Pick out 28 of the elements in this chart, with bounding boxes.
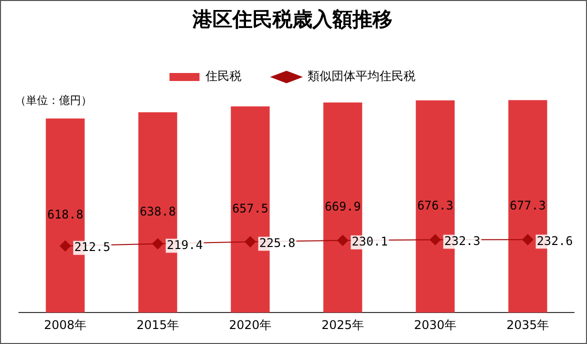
data-label: 669.9: [324, 200, 361, 214]
data-label: 618.8: [47, 208, 84, 222]
point: [60, 240, 71, 252]
legend-label: 住民税: [204, 69, 242, 84]
x-tick-label: 2020年: [228, 318, 272, 332]
data-label: 219.4: [166, 238, 203, 252]
data-label: 212.5: [74, 240, 110, 254]
data-label: 677.3: [510, 198, 546, 212]
data-label: 232.6: [536, 234, 573, 248]
legend-label: 類似団体平均住民税: [308, 69, 416, 84]
x-tick-label: 2025年: [321, 318, 364, 332]
x-tick-label: 2030年: [414, 318, 457, 332]
x-tick-label: 2015年: [136, 318, 180, 332]
data-label: 657.5: [232, 202, 268, 216]
point: [337, 234, 348, 246]
point: [152, 238, 164, 250]
chart-title: 港区住民税歳入額推移: [192, 7, 392, 32]
data-label: 225.8: [259, 236, 296, 250]
x-tick-label: 2008年: [44, 318, 87, 332]
data-label: 230.1: [352, 234, 388, 249]
point: [244, 236, 256, 248]
x-tick-label: 2035年: [506, 318, 550, 332]
data-label: 676.3: [417, 198, 454, 213]
annotation: （単位：億円）: [15, 93, 92, 108]
data-label: 232.3: [444, 234, 480, 248]
data-label: 638.8: [140, 204, 176, 219]
point: [522, 234, 534, 246]
point: [430, 234, 441, 246]
